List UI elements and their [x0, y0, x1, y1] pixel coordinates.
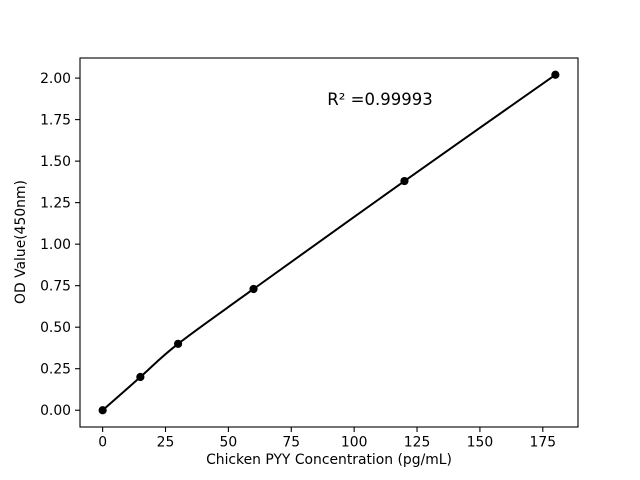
x-tick-label: 175: [530, 435, 557, 451]
x-tick-label: 125: [404, 435, 431, 451]
y-tick-label: 1.50: [40, 154, 71, 170]
y-tick-label: 2.00: [40, 71, 71, 87]
x-tick-label: 150: [467, 435, 494, 451]
data-point-marker: [400, 176, 409, 186]
y-tick-label: 0.00: [40, 403, 71, 419]
x-tick-label: 25: [157, 435, 175, 451]
data-point-marker: [98, 406, 107, 415]
y-tick-label: 0.75: [40, 279, 71, 295]
x-tick-label: 100: [341, 435, 368, 451]
y-axis-label: OD Value(450nm): [13, 180, 30, 304]
x-tick-label: 50: [220, 435, 238, 451]
y-tick-label: 1.00: [40, 237, 71, 253]
axes-frame: [79, 57, 579, 428]
y-tick-label: 0.50: [40, 320, 71, 336]
x-tick-label: 0: [98, 435, 107, 451]
data-point-marker: [551, 70, 560, 79]
y-tick-label: 1.25: [40, 196, 71, 212]
data-point-marker: [136, 372, 145, 382]
y-tick-label: 1.75: [40, 113, 71, 129]
data-point-marker: [249, 284, 258, 294]
x-axis-label: Chicken PYY Concentration (pg/mL): [206, 452, 452, 469]
y-tick-label: 0.25: [40, 362, 71, 378]
r-squared-annotation: R² =0.99993: [327, 89, 433, 109]
x-tick-label: 75: [282, 435, 300, 451]
data-point-marker: [173, 339, 183, 348]
